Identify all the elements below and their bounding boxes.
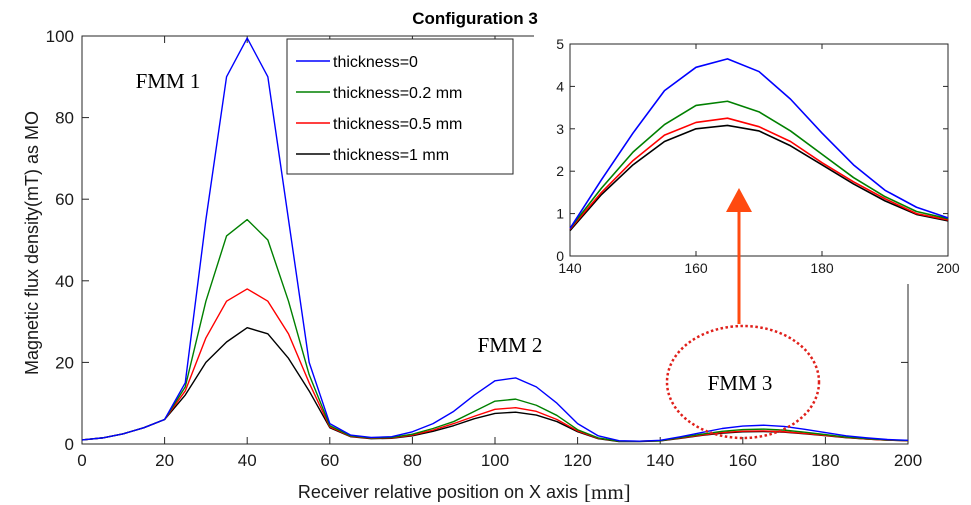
x-tick-label: 40 <box>238 451 257 470</box>
annotation-fmm3: FMM 3 <box>708 371 773 395</box>
x-tick-label: 200 <box>894 451 922 470</box>
zoom-arrow-head <box>726 188 752 212</box>
y-tick-label: 80 <box>55 109 74 128</box>
series-line-thickness-0-5-mm <box>81 288 909 442</box>
inset-x-tick-label: 160 <box>684 260 708 276</box>
inset-series-line-3 <box>569 124 949 232</box>
inset-y-tick-label: 0 <box>556 248 564 264</box>
legend-label: thickness=0.5 mm <box>333 116 462 133</box>
inset-x-tick-label: 140 <box>558 260 582 276</box>
inset-x-tick-label: 200 <box>936 260 960 276</box>
series-line-thickness-0 <box>81 37 909 442</box>
inset-y-tick-label: 2 <box>556 163 564 179</box>
y-tick-label: 0 <box>65 435 74 454</box>
legend-label: thickness=0.2 mm <box>333 85 462 102</box>
x-tick-label: 100 <box>481 451 509 470</box>
series-line-thickness-0-2-mm <box>81 218 909 442</box>
x-tick-label: 20 <box>155 451 174 470</box>
legend: thickness=0 thickness=0.2 mm thickness=0.5… <box>286 38 514 175</box>
main-annotations: FMM 1 FMM 2 FMM 3 <box>136 69 773 395</box>
legend-label: thickness=0 <box>333 54 418 71</box>
main-series-group <box>81 37 909 443</box>
chart-title: Configuration 3 <box>412 9 538 28</box>
zoom-arrow <box>726 188 752 324</box>
y-tick-label: 40 <box>55 272 74 291</box>
inset-series-line-0 <box>569 58 949 229</box>
inset-y-tick-label: 5 <box>556 36 564 52</box>
inset-series-line-2 <box>569 117 949 230</box>
inset-y-tick-label: 3 <box>556 121 564 137</box>
inset-y-tick-label: 1 <box>556 206 564 222</box>
inset-plot-frame <box>569 43 949 257</box>
legend-label: thickness=1 mm <box>333 147 449 164</box>
inset-plot-area: 140 160 180 200 0 1 2 3 4 5 <box>534 30 970 284</box>
y-tick-label: 20 <box>55 353 74 372</box>
x-tick-label: 140 <box>646 451 674 470</box>
x-tick-label: 60 <box>320 451 339 470</box>
highlight-ring <box>665 324 821 440</box>
y-tick-label: 60 <box>55 190 74 209</box>
x-tick-label: 80 <box>403 451 422 470</box>
inset-y-tick-label: 4 <box>556 78 564 94</box>
x-tick-label: 0 <box>77 451 86 470</box>
x-tick-label: 160 <box>729 451 757 470</box>
y-tick-label: 100 <box>46 27 74 46</box>
y-axis-label: Magnetic flux density(mT) as MO <box>22 111 42 375</box>
annotation-fmm2: FMM 2 <box>478 333 543 357</box>
x-axis-unit: [mm] <box>584 480 631 504</box>
x-tick-label: 120 <box>563 451 591 470</box>
inset-series-group <box>569 58 949 232</box>
annotation-fmm1: FMM 1 <box>136 69 201 93</box>
x-axis-label: Receiver relative position on X axis <box>298 482 578 502</box>
x-tick-label: 180 <box>811 451 839 470</box>
inset-series-line-1 <box>569 100 949 229</box>
inset-x-tick-label: 180 <box>810 260 834 276</box>
